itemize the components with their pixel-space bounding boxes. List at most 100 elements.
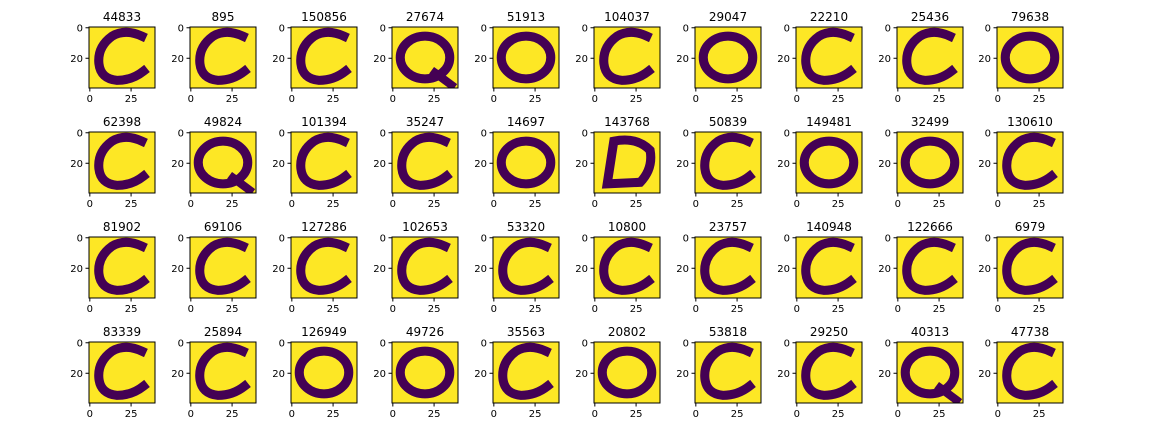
y-tick-label: 20 <box>171 54 184 65</box>
axes-frame <box>290 131 358 194</box>
axes-frame <box>391 131 459 194</box>
subplot-panel: 143768 0 25 0 20 <box>575 115 661 210</box>
subplot-title: 150856 <box>301 10 347 24</box>
subplot-panel: 49824 0 25 0 20 <box>171 115 257 210</box>
y-tick-label: 0 <box>683 338 689 349</box>
glyph-stroke <box>1002 342 1058 400</box>
subplot-panel: 895 0 25 0 20 <box>171 10 257 105</box>
y-tick-label: 0 <box>279 338 285 349</box>
x-tick-label: 0 <box>390 199 396 210</box>
y-tick-label: 20 <box>676 264 689 275</box>
x-tick-label: 25 <box>630 304 643 315</box>
subplot-title: 14697 <box>507 115 545 129</box>
x-tick-label: 25 <box>226 304 239 315</box>
axes-frame <box>88 341 156 404</box>
x-tick-label: 25 <box>1033 94 1046 105</box>
y-tick-label: 20 <box>676 369 689 380</box>
subplot-panel: 130610 0 25 0 20 <box>978 115 1064 210</box>
y-tick-label: 0 <box>178 128 184 139</box>
glyph-stroke <box>599 237 655 295</box>
y-tick-label: 0 <box>178 23 184 34</box>
x-tick-label: 0 <box>592 199 598 210</box>
axes-frame <box>996 236 1064 299</box>
subplot-title: 101394 <box>301 115 347 129</box>
y-tick-label: 0 <box>885 23 891 34</box>
glyph-tail <box>429 66 458 88</box>
x-tick-label: 25 <box>731 304 744 315</box>
y-tick-label: 0 <box>885 338 891 349</box>
x-tick-label: 0 <box>491 304 497 315</box>
subplot-title: 35563 <box>507 325 545 339</box>
glyph-stroke <box>902 237 958 295</box>
axes-frame <box>896 26 964 89</box>
x-tick-label: 0 <box>794 94 800 105</box>
y-tick-label: 0 <box>985 128 991 139</box>
y-tick-label: 0 <box>77 338 83 349</box>
subplot-title: 79638 <box>1011 10 1049 24</box>
subplot-title: 149481 <box>806 115 852 129</box>
axes-frame <box>290 236 358 299</box>
subplot-panel: 10800 0 25 0 20 <box>575 220 661 315</box>
subplot-title: 25894 <box>204 325 242 339</box>
subplot-panel: 149481 0 25 0 20 <box>777 115 863 210</box>
x-tick-label: 25 <box>125 409 138 420</box>
x-tick-label: 25 <box>1033 409 1046 420</box>
axes-frame <box>290 341 358 404</box>
y-tick-label: 0 <box>481 233 487 244</box>
subplot-title: 126949 <box>301 325 347 339</box>
glyph-stroke <box>799 136 859 189</box>
subplot-panel: 49726 0 25 0 20 <box>373 325 459 420</box>
x-tick-label: 0 <box>995 304 1001 315</box>
subplot-panel: 50839 0 25 0 20 <box>676 115 762 210</box>
subplot-panel: 32499 0 25 0 20 <box>878 115 964 210</box>
x-tick-label: 25 <box>832 94 845 105</box>
glyph-stroke <box>294 346 354 399</box>
glyph-stroke <box>395 31 455 84</box>
glyph-stroke <box>597 346 657 399</box>
x-tick-label: 25 <box>529 304 542 315</box>
subplot-title: 49824 <box>204 115 242 129</box>
subplot-title: 35247 <box>406 115 444 129</box>
x-tick-label: 0 <box>995 409 1001 420</box>
axes-frame <box>189 341 257 404</box>
axes-frame <box>492 26 560 89</box>
subplot-panel: 44833 0 25 0 20 <box>70 10 156 105</box>
axes-frame <box>795 131 863 194</box>
subplot-panel: 20802 0 25 0 20 <box>575 325 661 420</box>
x-tick-label: 25 <box>226 199 239 210</box>
y-tick-label: 0 <box>784 338 790 349</box>
subplot-title: 53818 <box>709 325 747 339</box>
x-tick-label: 0 <box>491 94 497 105</box>
y-tick-label: 20 <box>878 54 891 65</box>
axes-frame <box>996 341 1064 404</box>
y-tick-label: 20 <box>978 54 991 65</box>
x-tick-label: 25 <box>428 94 441 105</box>
x-tick-label: 25 <box>428 409 441 420</box>
subplot-title: 27674 <box>406 10 444 24</box>
subplot-panel: 62398 0 25 0 20 <box>70 115 156 210</box>
x-tick-label: 0 <box>390 94 396 105</box>
y-tick-label: 0 <box>582 233 588 244</box>
y-tick-label: 0 <box>279 23 285 34</box>
y-tick-label: 20 <box>676 54 689 65</box>
subplot-panel: 51913 0 25 0 20 <box>474 10 560 105</box>
x-tick-label: 0 <box>794 199 800 210</box>
glyph-stroke <box>193 136 253 189</box>
y-tick-label: 0 <box>985 23 991 34</box>
subplot-title: 22210 <box>810 10 848 24</box>
x-tick-label: 0 <box>390 409 396 420</box>
y-tick-label: 0 <box>380 233 386 244</box>
y-tick-label: 20 <box>171 264 184 275</box>
glyph-stroke <box>801 27 857 85</box>
y-tick-label: 0 <box>481 23 487 34</box>
x-tick-label: 25 <box>933 409 946 420</box>
axes-frame <box>492 341 560 404</box>
glyph-stroke <box>195 342 251 400</box>
y-tick-label: 20 <box>171 159 184 170</box>
y-tick-label: 0 <box>985 233 991 244</box>
y-tick-label: 0 <box>784 23 790 34</box>
y-tick-label: 0 <box>784 128 790 139</box>
glyph-stroke <box>195 237 251 295</box>
